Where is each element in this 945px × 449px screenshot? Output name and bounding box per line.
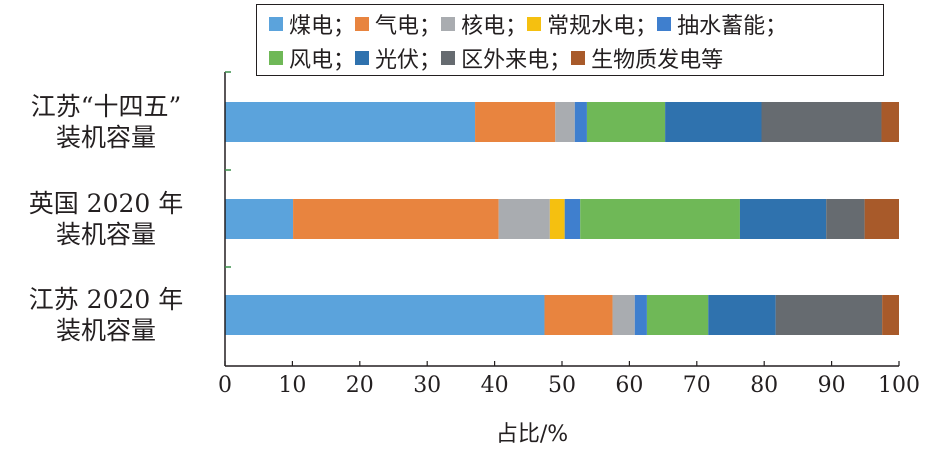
x-tick-label: 100 [878,373,920,398]
legend-item-gas: 气电； [355,8,441,40]
x-tick-label: 90 [817,373,846,398]
legend-swatch-coal [269,17,283,31]
category-label-line: 装机容量 [55,316,156,345]
x-tick-label: 10 [278,373,307,398]
x-tick-label: 60 [615,373,644,398]
bar-segment-c0-s4 [574,102,587,142]
bar-segment-c0-s6 [665,102,762,142]
category-label-line: 英国 2020 年 [28,189,184,218]
legend-item-pumped-storage: 抽水蓄能； [657,8,787,40]
bar-segment-c1-s5 [580,199,740,239]
bars-group [225,102,899,335]
x-tick-label: 0 [218,373,232,398]
legend-swatch-hydro [527,17,542,31]
legend: 煤电； 气电； 核电； 常规水电； 抽水蓄能； 风电； 光伏； 区 [256,4,884,76]
legend-swatch-biomass [571,51,586,65]
bar-segment-c2-s6 [708,295,776,335]
x-tick-label: 70 [682,373,711,398]
bar-segment-c2-s7 [775,295,883,335]
legend-row-1: 煤电； 气电； 核电； 常规水电； 抽水蓄能； [269,9,787,39]
bar-segment-c1-s1 [293,199,499,239]
x-tick-label: 30 [413,373,442,398]
legend-item-nuclear: 核电； [441,8,527,40]
category-label-uk-2020: 英国 2020 年 装机容量 [6,188,206,250]
x-tick-label: 40 [480,373,509,398]
bar-segment-c2-s0 [225,295,545,335]
x-axis-title: 占比/% [495,422,569,447]
legend-label-biomass: 生物质发电等 [591,48,724,73]
legend-label-hydro: 常规水电 [547,14,636,39]
x-tick-label: 80 [750,373,779,398]
bar-segment-c1-s4 [564,199,581,239]
category-label-line: 装机容量 [55,220,156,249]
legend-item-import: 区外来电； [441,42,571,74]
legend-item-solar: 光伏； [355,42,441,74]
legend-item-biomass: 生物质发电等 [571,42,723,74]
bar-segment-c1-s6 [739,199,827,239]
bar-segment-c0-s2 [555,102,575,142]
legend-label-gas: 气电 [375,14,420,39]
legend-label-solar: 光伏 [375,48,420,73]
x-tick-label: 50 [548,373,576,398]
legend-item-hydro: 常规水电； [527,8,657,40]
legend-label-pumped-storage: 抽水蓄能 [677,14,766,39]
bar-segment-c2-s1 [544,295,613,335]
bar-segment-c1-s8 [864,199,899,239]
bar-segment-c0-s7 [761,102,882,142]
legend-swatch-import [441,51,456,65]
bar-segment-c1-s3 [549,199,565,239]
bar-segment-c1-s2 [498,199,550,239]
x-tick-label: 20 [345,373,374,398]
legend-swatch-gas [355,17,370,31]
bar-segment-c0-s5 [586,102,666,142]
legend-swatch-solar [355,51,370,65]
legend-swatch-nuclear [441,17,456,31]
legend-row-2: 风电； 光伏； 区外来电； 生物质发电等 [269,43,723,73]
legend-swatch-wind [269,51,283,65]
legend-label-import: 区外来电 [461,48,550,73]
bar-segment-c1-s0 [225,199,294,239]
legend-item-wind: 风电； [269,42,355,74]
category-label-jiangsu-2020: 江苏 2020 年 装机容量 [6,284,206,346]
legend-label-nuclear: 核电 [461,14,506,39]
bar-segment-c2-s2 [612,295,635,335]
category-label-jiangsu-14th: 江苏“十四五” 装机容量 [6,91,206,153]
legend-label-wind: 风电 [289,48,334,73]
category-label-line: 装机容量 [55,123,156,152]
bar-segment-c2-s4 [634,295,647,335]
category-label-line: 江苏 2020 年 [28,285,184,314]
legend-item-coal: 煤电； [269,8,355,40]
y-ticks-group [225,71,231,268]
bar-segment-c0-s1 [475,102,556,142]
legend-swatch-pumped-storage [657,17,672,31]
bar-segment-c1-s7 [826,199,865,239]
bar-segment-c0-s8 [881,102,899,142]
legend-label-coal: 煤电 [289,14,334,39]
bar-segment-c2-s8 [882,295,899,335]
bar-segment-c2-s5 [646,295,709,335]
x-ticks-group [224,361,900,366]
category-label-line: 江苏“十四五” [30,92,182,121]
bar-segment-c0-s0 [225,102,476,142]
